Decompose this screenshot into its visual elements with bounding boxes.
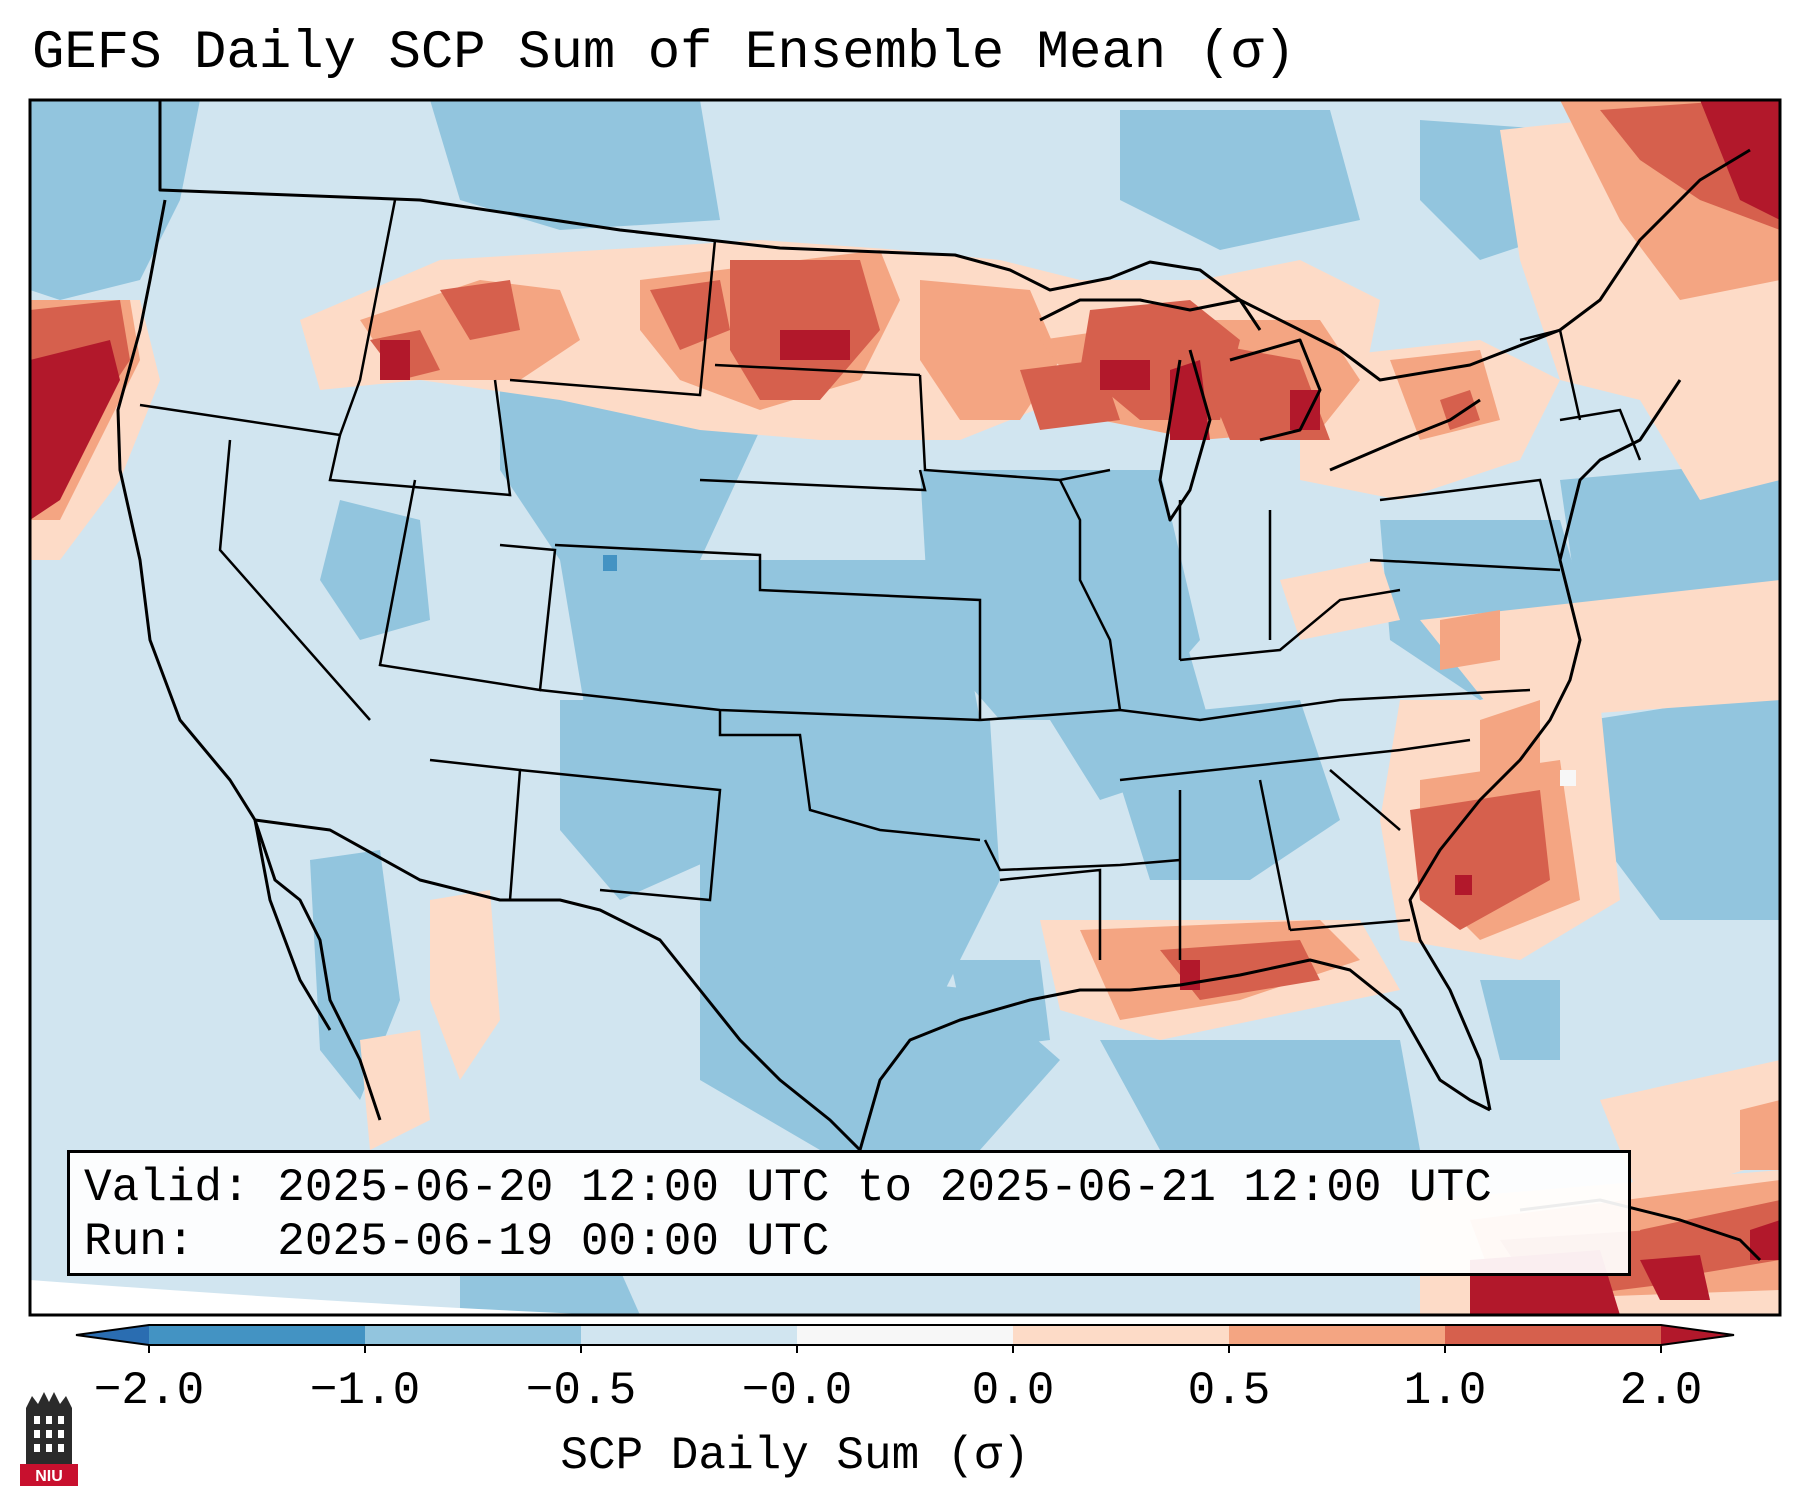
colorbar-segment	[1229, 1325, 1445, 1345]
colorbar-tick: −1.0	[309, 1365, 421, 1417]
niu-logo-text: NIU	[35, 1468, 63, 1485]
colorbar-tick: 0.5	[1187, 1365, 1271, 1417]
run-value: 2025-06-19 00:00 UTC	[277, 1216, 830, 1268]
scp-field	[30, 100, 1780, 1315]
domain-edge	[30, 1280, 608, 1315]
colorbar-tick: −0.0	[741, 1365, 853, 1417]
valid-label: Valid:	[84, 1162, 250, 1214]
field-zero-spot	[1560, 770, 1576, 786]
colorbar-extend-low	[76, 1325, 149, 1345]
colorbar-segment	[797, 1325, 1013, 1345]
field-negative-strong	[603, 555, 617, 571]
niu-logo-icon: NIU	[20, 1392, 78, 1486]
colorbar-label: SCP Daily Sum (σ)	[560, 1430, 1030, 1482]
colorbar	[75, 1324, 1735, 1353]
valid-run-info-box: Valid: 2025-06-20 12:00 UTC to 2025-06-2…	[67, 1150, 1631, 1276]
colorbar-segment	[581, 1325, 797, 1345]
map-frame	[28, 98, 1782, 1317]
state-borders	[139, 199, 1642, 960]
colorbar-tick: −2.0	[93, 1365, 205, 1417]
run-label: Run:	[84, 1216, 195, 1268]
colorbar-extend-high	[1661, 1325, 1734, 1345]
colorbar-tick: 1.0	[1403, 1365, 1487, 1417]
colorbar-segment	[1445, 1325, 1661, 1345]
colorbar-segment	[1013, 1325, 1229, 1345]
field-negative-medium	[30, 100, 1780, 1315]
colorbar-tick: 0.0	[971, 1365, 1055, 1417]
valid-value: 2025-06-20 12:00 UTC to 2025-06-21 12:00…	[277, 1162, 1492, 1214]
map-title: GEFS Daily SCP Sum of Ensemble Mean (σ)	[32, 23, 1296, 84]
colorbar-segment	[149, 1325, 365, 1345]
colorbar-segment	[365, 1325, 581, 1345]
colorbar-tick: −0.5	[525, 1365, 637, 1417]
coastlines-and-borders	[116, 100, 1762, 1262]
colorbar-tick: 2.0	[1619, 1365, 1703, 1417]
